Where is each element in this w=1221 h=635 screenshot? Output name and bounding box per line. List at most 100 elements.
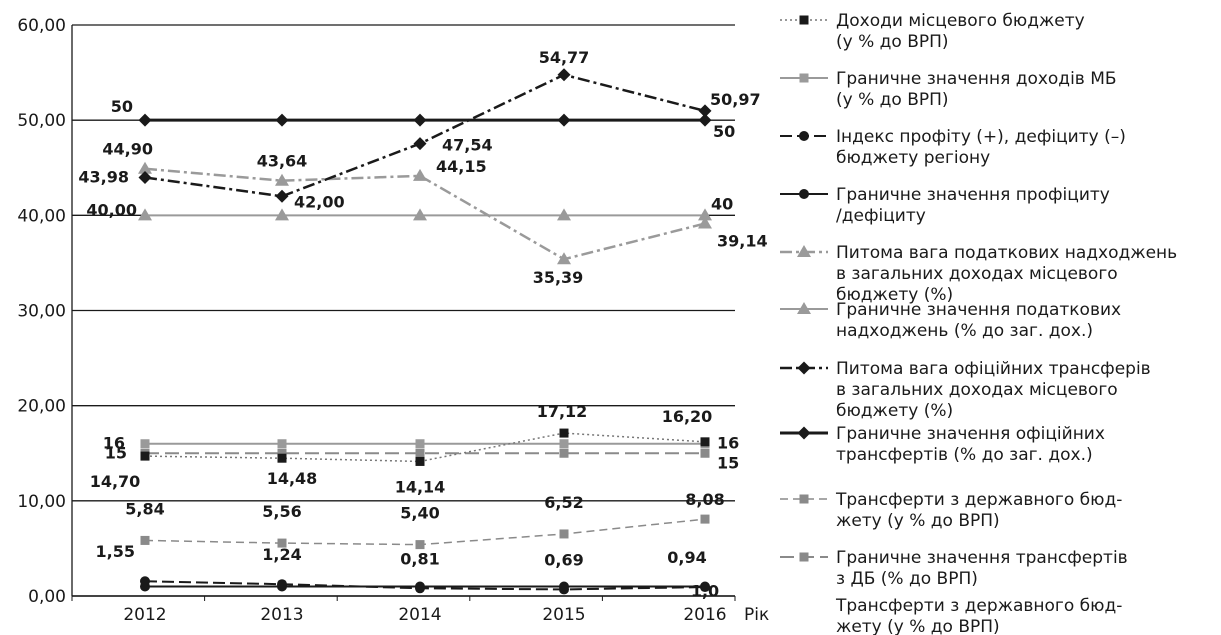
data-label: 43,64 xyxy=(257,152,308,171)
data-label: 1,55 xyxy=(96,542,135,561)
legend-label: Трансферти з державного бюд- xyxy=(835,596,1122,616)
series-surplus-index xyxy=(140,576,710,595)
y-tick-label: 50,00 xyxy=(17,111,66,131)
legend-label: Індекс профіту (+), дефіциту (–) xyxy=(836,127,1126,147)
legend-marker-symbol xyxy=(799,131,809,141)
data-label: 16 xyxy=(717,434,739,453)
legend-label: в загальних доходах місцевого xyxy=(836,380,1118,400)
data-point xyxy=(277,453,287,463)
legend-label: трансфертів (% до заг. дох.) xyxy=(836,445,1093,465)
legend-item: Граничне значення профіциту/дефіциту xyxy=(780,185,1110,226)
legend-label: Граничне значення офіційних xyxy=(836,424,1105,444)
y-tick-label: 20,00 xyxy=(17,397,66,417)
data-point xyxy=(138,208,152,221)
data-label: 14,48 xyxy=(267,469,318,488)
data-label: 44,15 xyxy=(436,157,487,176)
data-label: 50,97 xyxy=(710,90,761,109)
data-label: 42,00 xyxy=(294,192,345,211)
series-transfer-share xyxy=(138,68,712,203)
data-point xyxy=(415,583,425,594)
data-label: 0,94 xyxy=(667,548,706,567)
data-label: 5,40 xyxy=(400,504,439,523)
data-point xyxy=(277,448,287,458)
legend-label: жету (у % до ВРП) xyxy=(836,511,1000,531)
series-surplus-limit xyxy=(140,581,710,592)
data-point xyxy=(275,113,289,127)
data-point xyxy=(138,113,152,127)
data-point xyxy=(559,428,569,438)
y-tick-label: 0,00 xyxy=(28,587,66,607)
x-tick-label: 2016 xyxy=(683,605,726,625)
data-point xyxy=(415,448,425,458)
data-label: 35,39 xyxy=(533,268,584,287)
data-point xyxy=(415,456,425,466)
data-point xyxy=(557,208,571,221)
series-state-transfers xyxy=(140,514,710,550)
legend-label: бюджету (%) xyxy=(836,285,953,305)
legend: Доходи місцевого бюджету(у % до ВРП)Гран… xyxy=(780,11,1177,635)
legend-label: з ДБ (% до ВРП) xyxy=(836,569,978,589)
data-label: 14,14 xyxy=(395,477,446,496)
data-point xyxy=(138,170,152,184)
series-line xyxy=(144,580,706,591)
data-label: 50 xyxy=(111,97,133,116)
data-point xyxy=(559,584,569,595)
data-label: 16,20 xyxy=(662,407,713,426)
data-label: 47,54 xyxy=(442,136,493,155)
data-label: 17,12 xyxy=(537,402,588,421)
data-label: 40 xyxy=(711,194,733,213)
legend-label: Трансферти з державного бюд- xyxy=(835,490,1122,510)
series-local-revenue xyxy=(140,428,710,466)
data-point xyxy=(698,113,712,127)
data-label: 8,08 xyxy=(685,490,724,509)
legend-label: Граничне значення профіциту xyxy=(836,185,1110,205)
data-point xyxy=(415,439,425,449)
data-point xyxy=(557,68,571,82)
data-point xyxy=(277,439,287,449)
legend-label: Питома вага офіційних трансферів xyxy=(836,359,1151,379)
series-state-transfers-limit xyxy=(140,448,710,458)
data-point xyxy=(700,437,710,447)
data-point xyxy=(140,439,150,449)
data-label: 40,00 xyxy=(86,200,137,219)
series-tax-limit xyxy=(138,208,712,221)
data-label: 5,56 xyxy=(262,502,301,521)
x-tick-label: 2015 xyxy=(542,605,585,625)
series-tax-share xyxy=(138,161,712,265)
data-point xyxy=(698,216,712,229)
legend-label: Граничне значення доходів МБ xyxy=(836,69,1117,89)
data-label: 0,81 xyxy=(400,549,439,568)
data-label: 1,24 xyxy=(262,545,301,564)
legend-label: Доходи місцевого бюджету xyxy=(836,11,1085,31)
legend-marker-symbol xyxy=(799,15,809,25)
legend-item: Індекс профіту (+), дефіциту (–)бюджету … xyxy=(780,127,1126,168)
legend-label: Питома вага податкових надходжень xyxy=(836,243,1177,263)
legend-marker-symbol xyxy=(799,189,809,199)
data-point xyxy=(277,579,287,590)
data-point xyxy=(140,451,150,461)
series-line xyxy=(144,432,706,463)
data-point xyxy=(700,514,710,524)
series-group xyxy=(138,68,712,595)
legend-item: Трансферти з державного бюд-жету (у % до… xyxy=(780,490,1122,531)
series-line xyxy=(144,167,706,261)
data-point xyxy=(277,538,287,548)
legend-label: бюджету регіону xyxy=(836,148,990,168)
legend-label: (у % до ВРП) xyxy=(836,90,949,110)
data-label: 50 xyxy=(713,122,735,141)
data-point xyxy=(140,535,150,545)
x-tick-label: 2014 xyxy=(398,605,441,625)
data-label: 44,90 xyxy=(102,140,153,159)
data-point xyxy=(140,576,150,587)
x-tick-label: 2012 xyxy=(123,605,166,625)
x-tick-label: 2013 xyxy=(260,605,303,625)
data-point xyxy=(559,439,569,449)
legend-label: Граничне значення трансфертів xyxy=(836,548,1128,568)
legend-item: Трансферти з державного бюд-жету (у % до… xyxy=(835,596,1122,635)
legend-marker-symbol xyxy=(797,245,811,257)
